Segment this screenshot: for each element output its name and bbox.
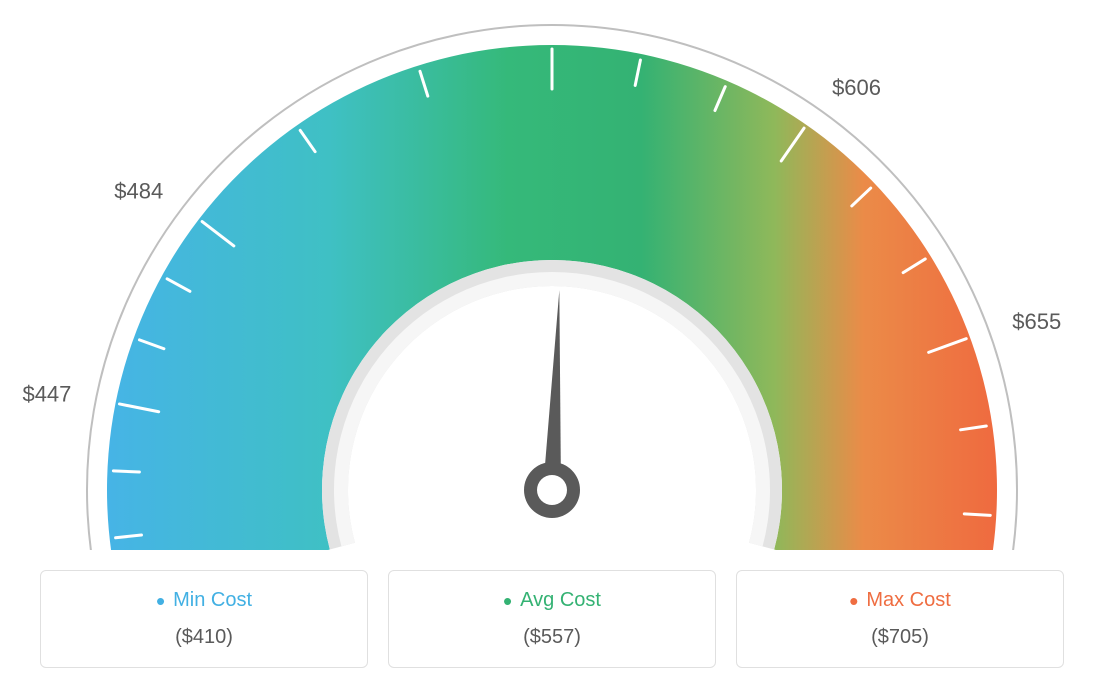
cost-gauge: $410$447$484$557$606$655$705 <box>20 20 1084 550</box>
legend-min-box: Min Cost ($410) <box>40 570 368 668</box>
legend-row: Min Cost ($410) Avg Cost ($557) Max Cost… <box>20 570 1084 668</box>
legend-min-value: ($410) <box>61 626 347 649</box>
svg-text:$447: $447 <box>22 381 71 406</box>
legend-max-label: Max Cost <box>757 589 1043 612</box>
gauge-svg: $410$447$484$557$606$655$705 <box>20 20 1084 550</box>
legend-min-label: Min Cost <box>61 589 347 612</box>
legend-max-box: Max Cost ($705) <box>736 570 1064 668</box>
svg-text:$655: $655 <box>1012 309 1061 334</box>
svg-text:$484: $484 <box>114 179 163 204</box>
legend-avg-value: ($557) <box>409 626 695 649</box>
legend-max-value: ($705) <box>757 626 1043 649</box>
svg-text:$606: $606 <box>832 75 881 100</box>
legend-avg-label: Avg Cost <box>409 589 695 612</box>
legend-avg-box: Avg Cost ($557) <box>388 570 716 668</box>
